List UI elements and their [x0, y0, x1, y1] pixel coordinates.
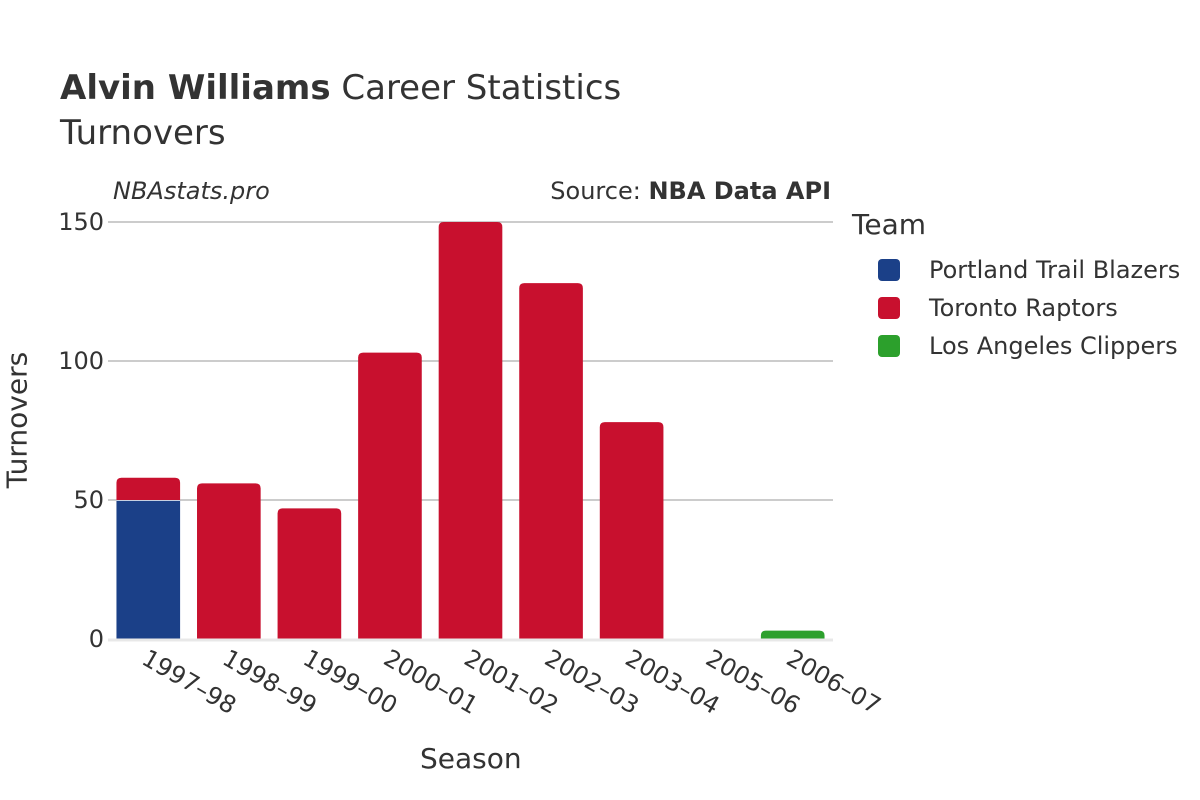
bar-toronto[interactable]: [599, 422, 664, 639]
legend-item-clippers[interactable]: Los Angeles Clippers: [852, 327, 1180, 365]
legend-label-portland: Portland Trail Blazers: [929, 256, 1181, 284]
bar-toronto[interactable]: [277, 508, 342, 639]
bar-toronto[interactable]: [116, 477, 181, 500]
legend-swatch-portland: [878, 259, 900, 281]
bar-toronto[interactable]: [519, 283, 583, 639]
x-axis-title: Season: [420, 742, 522, 775]
brand-watermark: NBAstats.pro: [113, 177, 270, 205]
y-axis-title: Turnovers: [0, 351, 34, 489]
y-tick-label: 100: [58, 347, 104, 375]
legend-item-toronto[interactable]: Toronto Raptors: [852, 289, 1180, 327]
legend-swatch-toronto: [878, 297, 900, 319]
bar-toronto[interactable]: [197, 483, 261, 639]
y-tick-label: 50: [73, 486, 104, 514]
chart-subtitle: Turnovers: [60, 113, 226, 153]
legend: Team Portland Trail Blazers Toronto Rapt…: [852, 208, 1180, 365]
legend-swatch-clippers: [878, 335, 900, 357]
bar-clippers[interactable]: [760, 630, 825, 639]
title-suffix: Career Statistics: [330, 68, 622, 108]
source-prefix: Source:: [550, 177, 649, 205]
bar-toronto[interactable]: [438, 222, 503, 639]
source-credit: Source: NBA Data API: [550, 177, 831, 205]
chart-title: Alvin Williams Career Statistics: [60, 68, 621, 108]
legend-title: Team: [852, 208, 927, 241]
legend-label-clippers: Los Angeles Clippers: [929, 332, 1178, 360]
bar-portland[interactable]: [116, 500, 181, 639]
y-tick-label: 150: [58, 208, 104, 236]
player-name: Alvin Williams: [60, 68, 331, 108]
bar-toronto[interactable]: [358, 352, 422, 639]
source-name: NBA Data API: [648, 177, 831, 205]
legend-item-portland[interactable]: Portland Trail Blazers: [852, 251, 1180, 289]
legend-label-toronto: Toronto Raptors: [929, 294, 1118, 322]
y-tick-label: 0: [89, 625, 104, 653]
